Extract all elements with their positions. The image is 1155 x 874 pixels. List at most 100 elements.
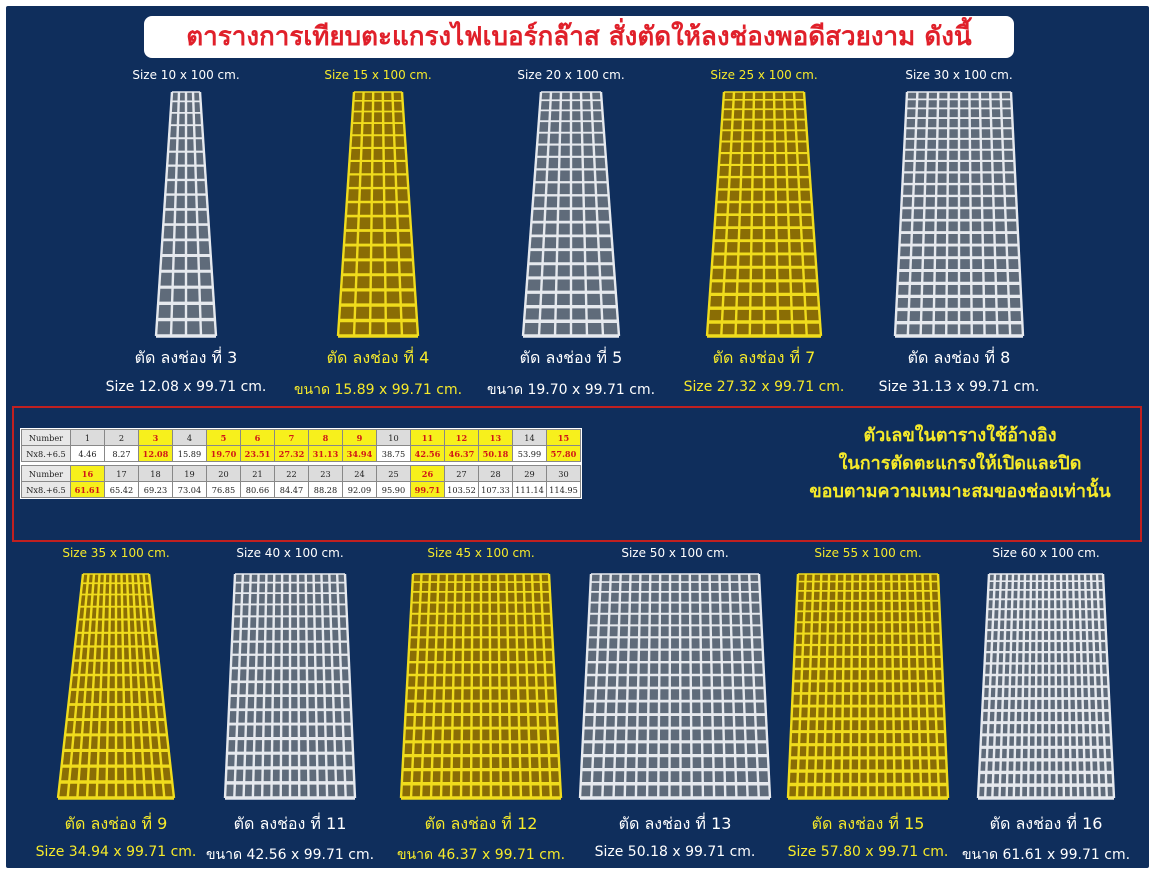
table-value-cell: 8.27 (104, 445, 139, 462)
note-line-1: ตัวเลขในตารางใช้อ้างอิง (863, 425, 1057, 446)
table-number-cell: 2 (104, 429, 139, 446)
reference-table-container: Number 1 2 3 4 5 6 7 8 9 10 11 12 13 14 15 Nx8.+6.5 4.46 8… (20, 428, 582, 499)
table-value-cell: 42.56 (410, 445, 445, 462)
panel-size-label: Size 55 x 100 cm. (814, 546, 922, 560)
panel-size-label: Size 20 x 100 cm. (517, 68, 625, 82)
comparison-table-panel: Number 1 2 3 4 5 6 7 8 9 10 11 12 13 14 15 Nx8.+6.5 4.46 8… (12, 406, 1142, 542)
panel-cut-label: ตัด ลงช่อง ที่ 3 (134, 348, 238, 367)
panel-cut-label: ตัด ลงช่อง ที่ 15 (811, 814, 925, 833)
table-value-cell: 12.08 (138, 445, 173, 462)
table-number-cell: 1 (70, 429, 105, 446)
panel-size-label: Size 25 x 100 cm. (710, 68, 818, 82)
table-number-cell: 20 (206, 465, 241, 482)
table-number-cell: 22 (274, 465, 309, 482)
panel-dimension-label: Size 34.94 x 99.71 cm. (35, 844, 197, 860)
table-number-cell: 16 (70, 465, 105, 482)
panel-dimension-label: ขนาด 61.61 x 99.71 cm. (961, 847, 1131, 863)
table-formula-header: Nx8.+6.5 (21, 481, 71, 498)
panel-cut-label: ตัด ลงช่อง ที่ 7 (712, 348, 816, 367)
table-value-cell: 61.61 (70, 481, 105, 498)
grate-image (336, 91, 420, 338)
panel-size-label: Size 50 x 100 cm. (621, 546, 729, 560)
table-row-header: Number (21, 465, 71, 482)
table-value-cell: 103.52 (444, 481, 479, 498)
table-value-cell: 107.33 (478, 481, 513, 498)
table-number-cell: 14 (512, 429, 547, 446)
table-number-cell: 4 (172, 429, 207, 446)
table-value-cell: 84.47 (274, 481, 309, 498)
table-number-cell: 7 (274, 429, 309, 446)
panel-cut-label: ตัด ลงช่อง ที่ 12 (424, 814, 538, 833)
table-number-cell: 27 (444, 465, 479, 482)
table-number-cell: 26 (410, 465, 445, 482)
panel-size-label: Size 45 x 100 cm. (427, 546, 535, 560)
table-row: Number 1 2 3 4 5 6 7 8 9 10 11 12 13 14 15 (21, 429, 581, 446)
table-value-cell: 34.94 (342, 445, 377, 462)
panel-cut-label: ตัด ลงช่อง ที่ 16 (989, 814, 1103, 833)
grate-image (399, 573, 563, 800)
panel-dimension-label: Size 57.80 x 99.71 cm. (787, 844, 949, 860)
grate-image (976, 573, 1116, 800)
page-title: ตารางการเทียบตะแกรงไฟเบอร์กล๊าส สั่งตัดใ… (144, 16, 1014, 58)
table-number-cell: 25 (376, 465, 411, 482)
panel-dimension-label: Size 31.13 x 99.71 cm. (878, 379, 1040, 395)
table-number-cell: 12 (444, 429, 479, 446)
table-value-cell: 53.99 (512, 445, 547, 462)
table-value-cell: 57.80 (546, 445, 581, 462)
table-value-cell: 27.32 (274, 445, 309, 462)
panel-size-label: Size 30 x 100 cm. (905, 68, 1013, 82)
grate-image (893, 91, 1025, 338)
table-value-cell: 92.09 (342, 481, 377, 498)
table-number-cell: 8 (308, 429, 343, 446)
table-number-cell: 6 (240, 429, 275, 446)
panel-size-label: Size 60 x 100 cm. (992, 546, 1100, 560)
table-row: Number 16 17 18 19 20 21 22 23 24 25 26 27 28 29 30 (21, 465, 581, 482)
table-number-cell: 10 (376, 429, 411, 446)
table-row: Nx8.+6.5 61.61 65.42 69.23 73.04 76.85 80.66 84… (21, 481, 581, 498)
panel-size-label: Size 15 x 100 cm. (324, 68, 432, 82)
table-value-cell: 15.89 (172, 445, 207, 462)
panel-size-label: Size 10 x 100 cm. (132, 68, 240, 82)
panel-dimension-label: ขนาด 42.56 x 99.71 cm. (205, 847, 375, 863)
table-value-cell: 69.23 (138, 481, 173, 498)
table-number-cell: 15 (546, 429, 581, 446)
table-number-cell: 9 (342, 429, 377, 446)
panel-dimension-label: Size 27.32 x 99.71 cm. (683, 379, 845, 395)
table-number-cell: 28 (478, 465, 513, 482)
grate-image (154, 91, 218, 338)
table-value-cell: 38.75 (376, 445, 411, 462)
panel-dimension-label: ขนาด 19.70 x 99.71 cm. (486, 382, 656, 398)
panel-cut-label: ตัด ลงช่อง ที่ 8 (907, 348, 1011, 367)
grate-image (223, 573, 357, 800)
grate-image (521, 91, 621, 338)
infographic-canvas: ตารางการเทียบตะแกรงไฟเบอร์กล๊าส สั่งตัดใ… (6, 6, 1149, 868)
table-number-cell: 13 (478, 429, 513, 446)
table-number-cell: 19 (172, 465, 207, 482)
table-number-cell: 11 (410, 429, 445, 446)
panel-cut-label: ตัด ลงช่อง ที่ 5 (519, 348, 623, 367)
table-number-cell: 23 (308, 465, 343, 482)
panel-cut-label: ตัด ลงช่อง ที่ 13 (618, 814, 732, 833)
table-value-cell: 80.66 (240, 481, 275, 498)
grate-image (786, 573, 950, 800)
table-number-cell: 24 (342, 465, 377, 482)
note-line-3: ขอบตามความเหมาะสมของช่องเท่านั้น (809, 481, 1111, 502)
panel-cut-label: ตัด ลงช่อง ที่ 11 (233, 814, 347, 833)
panel-dimension-label: ขนาด 15.89 x 99.71 cm. (293, 382, 463, 398)
table-value-cell: 4.46 (70, 445, 105, 462)
panel-dimension-label: Size 12.08 x 99.71 cm. (105, 379, 267, 395)
table-formula-header: Nx8.+6.5 (21, 445, 71, 462)
table-number-cell: 30 (546, 465, 581, 482)
panel-size-label: Size 40 x 100 cm. (236, 546, 344, 560)
reference-note: ตัวเลขในตารางใช้อ้างอิง ในการตัดตะแกรงให… (784, 422, 1136, 506)
panel-dimension-label: Size 50.18 x 99.71 cm. (594, 844, 756, 860)
table-row-header: Number (21, 429, 71, 446)
grate-image (56, 573, 176, 800)
table-number-cell: 17 (104, 465, 139, 482)
reference-table: Number 1 2 3 4 5 6 7 8 9 10 11 12 13 14 15 Nx8.+6.5 4.46 8… (21, 429, 581, 498)
table-value-cell: 73.04 (172, 481, 207, 498)
table-value-cell: 95.90 (376, 481, 411, 498)
panel-cut-label: ตัด ลงช่อง ที่ 9 (64, 814, 168, 833)
panel-dimension-label: ขนาด 46.37 x 99.71 cm. (396, 847, 566, 863)
panel-cut-label: ตัด ลงช่อง ที่ 4 (326, 348, 430, 367)
